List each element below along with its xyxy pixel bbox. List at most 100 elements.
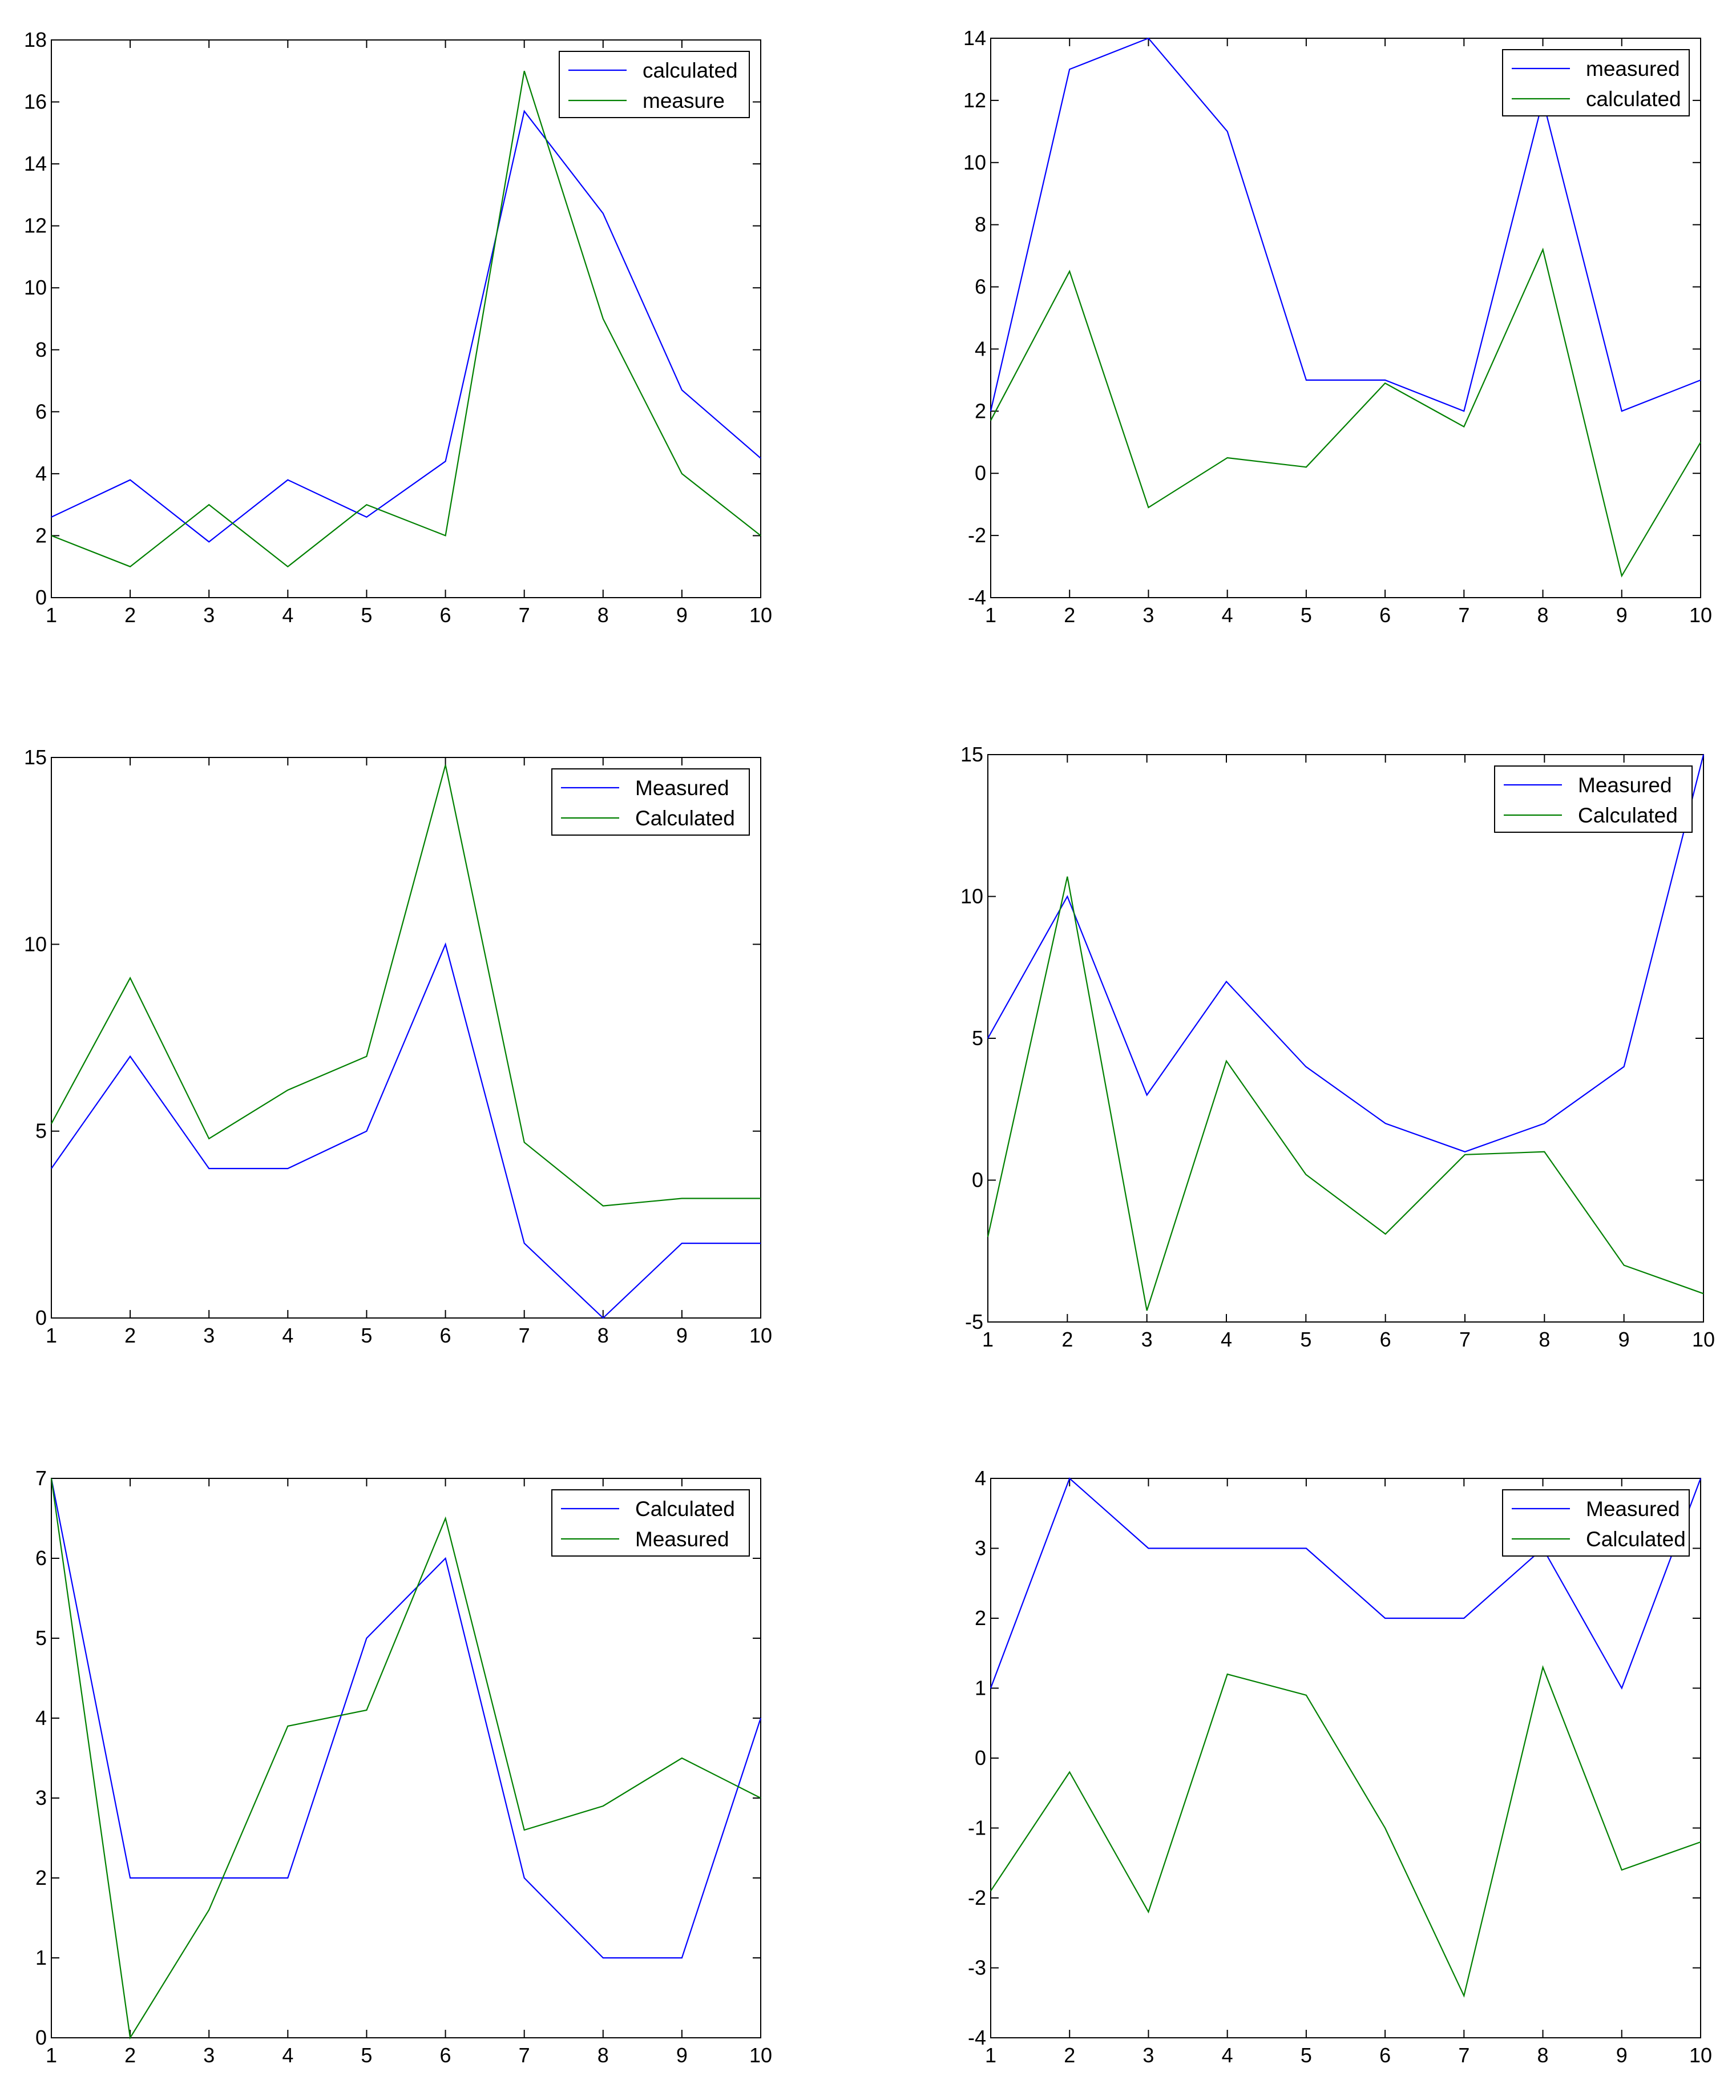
x-tick-label: 7: [519, 2043, 530, 2067]
legend: calculated measure: [559, 51, 750, 118]
y-tick-label: 6: [975, 275, 986, 299]
x-tick-label: 7: [1459, 1328, 1471, 1351]
x-tick-label: 5: [361, 603, 372, 627]
legend-label: Calculated: [635, 1497, 735, 1521]
axes-box: [990, 38, 1701, 598]
series-line-1: [50, 1478, 762, 1959]
y-tick-label: 8: [975, 213, 986, 236]
y-tick-label: -3: [968, 1956, 986, 1980]
y-tick-label: 0: [35, 2026, 47, 2049]
x-tick-label: 4: [282, 1324, 293, 1347]
x-tick-label: 5: [361, 1324, 372, 1347]
x-tick-label: 4: [282, 603, 293, 627]
y-tick-label: 0: [35, 1306, 47, 1329]
y-tick-label: 2: [975, 1606, 986, 1630]
x-tick-label: 4: [282, 2043, 293, 2067]
y-tick-label: 2: [975, 399, 986, 422]
y-tick-label: 10: [960, 885, 983, 908]
x-tick-label: 9: [676, 2043, 688, 2067]
y-tick-label: 3: [975, 1537, 986, 1560]
y-tick-label: 8: [35, 338, 47, 361]
y-tick-label: 14: [24, 152, 47, 175]
series-line-1: [987, 754, 1705, 1152]
subplot-4: -5 0 5 10 15 1 2 3 4 5 6 7 8 9 10 Measured Calculated: [960, 743, 1715, 1351]
y-tick-label: 12: [24, 214, 47, 237]
legend-label: Measured: [635, 776, 729, 800]
x-tick-label: 8: [597, 2043, 609, 2067]
x-tick-label: 1: [46, 1324, 57, 1347]
series-line-1: [51, 942, 761, 1319]
x-tick-label: 5: [361, 2043, 372, 2067]
x-tick-label: 1: [982, 1328, 994, 1351]
series-line-2: [990, 247, 1701, 578]
x-tick-label: 6: [440, 2043, 451, 2067]
y-tick-label: 4: [35, 462, 47, 485]
y-tick-label: 6: [35, 400, 47, 423]
x-tick-label: 10: [1689, 603, 1712, 627]
legend-label: measure: [643, 89, 725, 112]
x-tick-label: 7: [1458, 603, 1469, 627]
y-tick-label: 10: [963, 151, 986, 174]
x-tick-label: 3: [203, 1324, 215, 1347]
x-tick-label: 3: [1142, 2043, 1154, 2067]
subplot-3: 0 5 10 15 1 2 3 4 5 6 7 8 9 10 Measured Calculated: [24, 745, 772, 1347]
x-tick-label: 9: [676, 603, 688, 627]
legend: Measured Calculated: [1502, 1489, 1690, 1557]
x-tick-label: 2: [124, 603, 136, 627]
legend-box: [551, 1489, 750, 1557]
x-tick-label: 5: [1300, 1328, 1311, 1351]
subplot-6: -4 -3 -2 -1 0 1 2 3 4 1 2 3 4 5 6 7 8 9 10 Measured Calculat…: [968, 1466, 1712, 2067]
y-tick-label: -2: [968, 1886, 986, 1909]
x-tick-label: 2: [1064, 603, 1075, 627]
legend-label: Measured: [1578, 773, 1672, 797]
y-tick-label: -2: [968, 523, 986, 547]
legend-box: [1502, 49, 1690, 116]
legend: measured calculated: [1502, 49, 1690, 116]
y-tick-label: -1: [968, 1816, 986, 1840]
legend-label: measured: [1586, 57, 1680, 80]
y-tick-label: 16: [24, 90, 47, 114]
x-tick-label: 3: [203, 2043, 215, 2067]
legend-label: Calculated: [1586, 1527, 1686, 1551]
y-tick-label: 15: [24, 745, 47, 769]
x-tick-label: 3: [1141, 1328, 1153, 1351]
y-tick-label: 15: [960, 743, 983, 766]
legend: Measured Calculated: [1494, 765, 1693, 833]
legend-label: calculated: [1586, 87, 1681, 111]
series-line-2: [987, 876, 1704, 1311]
x-tick-label: 9: [1616, 603, 1628, 627]
y-tick-label: 4: [975, 337, 986, 360]
x-tick-label: 4: [1222, 2043, 1233, 2067]
x-tick-label: 2: [1061, 1328, 1073, 1351]
y-tick-label: 4: [35, 1706, 47, 1730]
y-tick-label: 3: [35, 1786, 47, 1809]
x-tick-label: 8: [1537, 603, 1549, 627]
y-tick-label: 5: [35, 1626, 47, 1650]
y-tick-label: 7: [35, 1466, 47, 1490]
axes-box: [987, 754, 1704, 1323]
x-tick-label: 1: [46, 603, 57, 627]
y-tick-label: 0: [975, 461, 986, 485]
y-tick-label: 6: [35, 1546, 47, 1570]
y-tick-label: 10: [24, 932, 47, 956]
y-tick-label: 14: [963, 26, 986, 50]
x-tick-label: 9: [1616, 2043, 1628, 2067]
x-tick-label: 3: [1142, 603, 1154, 627]
legend-label: Measured: [1586, 1497, 1680, 1521]
y-tick-label: -5: [965, 1310, 983, 1333]
x-tick-label: 10: [749, 2043, 772, 2067]
series-line-2: [50, 1478, 761, 2040]
legend-label: Calculated: [1578, 804, 1678, 827]
x-tick-label: 10: [749, 603, 772, 627]
legend: Measured Calculated: [551, 768, 750, 836]
x-tick-label: 9: [1618, 1328, 1630, 1351]
x-tick-label: 8: [1539, 1328, 1550, 1351]
x-tick-label: 6: [1380, 1328, 1391, 1351]
series-line-1: [51, 110, 761, 543]
series-line-2: [51, 70, 761, 568]
x-tick-label: 6: [1379, 2043, 1391, 2067]
x-tick-label: 8: [1537, 2043, 1549, 2067]
x-tick-label: 1: [985, 2043, 996, 2067]
y-tick-label: 5: [35, 1119, 47, 1143]
